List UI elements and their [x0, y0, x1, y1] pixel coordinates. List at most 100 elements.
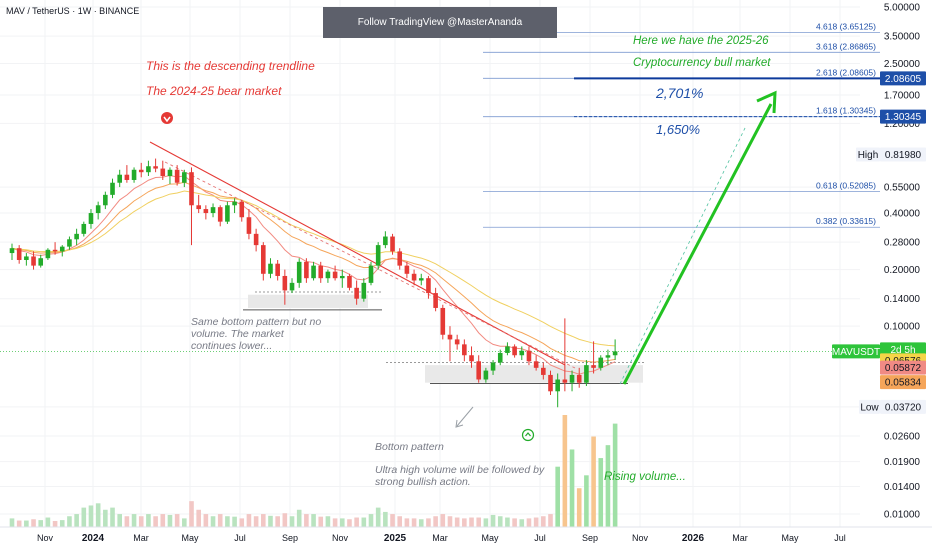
price-label-bg: [880, 147, 926, 162]
volume-bar: [67, 516, 72, 527]
candle-body: [447, 334, 453, 340]
volume-bar: [332, 518, 338, 527]
down-marker-arrow: [163, 116, 171, 123]
x-tick-label: Mar: [732, 533, 748, 543]
candle-body: [576, 374, 582, 383]
volume-bar: [153, 516, 158, 527]
target-pct-1: 2,701%: [656, 85, 704, 101]
candle-body: [138, 169, 144, 173]
candle-body: [332, 271, 338, 279]
candle-body: [390, 236, 395, 252]
y-tick-label: 5.00000: [884, 3, 921, 14]
trendline-note: This is the descending trendline: [146, 59, 315, 73]
candle-body: [433, 293, 438, 308]
trendlines: [149, 141, 576, 369]
candle-body: [404, 265, 410, 274]
x-tick-label: Sep: [282, 533, 298, 543]
price-label: 1.30345: [885, 112, 922, 123]
candle-body: [418, 278, 424, 281]
x-tick-label: Mar: [133, 533, 149, 543]
volume-bar: [390, 514, 395, 527]
candle-body: [318, 265, 324, 279]
volume-bar: [411, 518, 417, 527]
y-tick-label: 0.01000: [884, 510, 921, 521]
y-tick-label: 0.02600: [884, 432, 921, 443]
volume-bar: [103, 509, 108, 527]
price-label: 0.81980: [885, 150, 922, 161]
price-label-bg: [880, 399, 926, 414]
volume-bar: [368, 514, 374, 527]
volume-bar: [275, 516, 280, 527]
y-tick-label: 0.01400: [884, 482, 921, 493]
candle-body: [304, 261, 309, 279]
price-label-bg: [832, 344, 880, 359]
price-label-bg: [859, 399, 880, 414]
volume-bar: [454, 517, 460, 527]
y-tick-label: 1.70000: [884, 91, 921, 102]
candle-body: [45, 249, 51, 259]
price-label: 0.05872: [885, 363, 922, 374]
candle-body: [67, 239, 72, 247]
rising-volume-note: Rising volume...: [604, 471, 686, 483]
time-axis[interactable]: Nov 2024 Mar May Jul Sep Nov 2025 Mar May Jul Sep No…: [0, 526, 932, 544]
bull-market-title: Here we have the 2025-26: [633, 35, 769, 47]
volume-bar: [404, 518, 410, 527]
candle-body: [110, 182, 115, 195]
volume-bar: [268, 515, 273, 527]
candle-body: [569, 374, 575, 383]
candle-body: [383, 236, 388, 246]
volume-bar: [246, 514, 252, 527]
y-tick-label: 0.28000: [884, 238, 921, 249]
price-label-bg: [880, 342, 926, 357]
volume-bar: [167, 514, 173, 527]
candles[interactable]: [9, 158, 618, 408]
candle-body: [598, 357, 604, 368]
volume-bar: [38, 520, 44, 527]
volume-bar: [95, 503, 101, 527]
price-label-bg: [880, 71, 926, 86]
volume-bar: [462, 518, 467, 527]
pointer-head: [455, 419, 464, 428]
candle-body: [31, 256, 36, 266]
candle-body: [469, 355, 474, 362]
projection-arrowhead: [756, 90, 777, 114]
candle-body: [232, 201, 237, 206]
volume-bar: [605, 445, 611, 527]
candle-body: [397, 251, 403, 266]
candle-body: [210, 207, 216, 214]
down-marker-icon: [161, 112, 173, 124]
candle-body: [24, 256, 29, 260]
volume-bar: [505, 517, 510, 527]
y-tick-label: 0.55000: [884, 183, 921, 194]
candle-body: [160, 168, 166, 176]
x-tick-label: May: [781, 533, 799, 543]
candle-body: [124, 174, 130, 180]
candle-body: [325, 271, 331, 279]
candle-body: [368, 265, 374, 283]
candle-body: [203, 209, 209, 214]
candle-body: [526, 350, 532, 362]
x-tick-label: Mar: [432, 533, 448, 543]
volume-bar: [210, 516, 216, 527]
x-tick-label: Jul: [834, 533, 846, 543]
candle-body: [541, 367, 546, 375]
volume-bar: [562, 415, 568, 527]
volume-bar: [426, 518, 431, 527]
volume-bar: [9, 518, 15, 527]
candle-body: [196, 205, 201, 210]
price-axis[interactable]: 5.00000 3.50000 2.50000 1.70000 1.20000 0.550…: [832, 3, 926, 521]
y-tick-label: 0.10000: [884, 322, 921, 333]
volume-bar: [347, 519, 352, 527]
pair-title[interactable]: MAV / TetherUS · 1W · BINANCE: [6, 6, 140, 16]
fib-label: 2.618 (2.08605): [816, 67, 876, 77]
price-label-bg: [880, 375, 926, 390]
candle-body: [261, 245, 266, 274]
volume-bar: [354, 517, 359, 527]
follow-banner[interactable]: Follow TradingView @MasterAnanda: [323, 7, 557, 38]
candle-body: [131, 169, 137, 180]
x-tick-label: May: [481, 533, 499, 543]
candle-body: [591, 365, 596, 368]
candle-body: [476, 361, 481, 380]
descending-trendline-dashed: [164, 161, 576, 369]
